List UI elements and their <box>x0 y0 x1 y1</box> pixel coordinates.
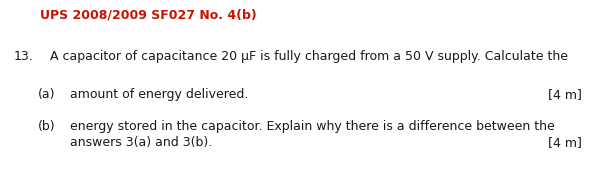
Text: answers 3(a) and 3(b).: answers 3(a) and 3(b). <box>70 136 212 149</box>
Text: 13.: 13. <box>14 50 34 63</box>
Text: [4 m]: [4 m] <box>548 136 582 149</box>
Text: A capacitor of capacitance 20 μF is fully charged from a 50 V supply. Calculate : A capacitor of capacitance 20 μF is full… <box>50 50 568 63</box>
Text: (b): (b) <box>38 120 55 133</box>
Text: energy stored in the capacitor. Explain why there is a difference between the: energy stored in the capacitor. Explain … <box>70 120 555 133</box>
Text: [4 m]: [4 m] <box>548 88 582 101</box>
Text: amount of energy delivered.: amount of energy delivered. <box>70 88 249 101</box>
Text: (a): (a) <box>38 88 55 101</box>
Text: UPS 2008/2009 SF027 No. 4(b): UPS 2008/2009 SF027 No. 4(b) <box>40 8 257 21</box>
